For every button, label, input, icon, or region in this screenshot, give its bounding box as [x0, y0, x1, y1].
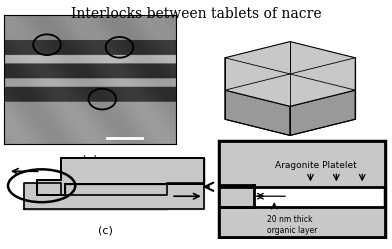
Polygon shape: [290, 90, 355, 135]
Bar: [219, 185, 254, 207]
Text: Aragonite Platelet: Aragonite Platelet: [275, 161, 356, 170]
Text: Interlocks between tablets of nacre: Interlocks between tablets of nacre: [71, 7, 321, 21]
Bar: [219, 141, 385, 187]
Polygon shape: [225, 42, 355, 106]
Bar: [219, 207, 385, 237]
Text: (c): (c): [98, 225, 113, 235]
Text: (a): (a): [82, 155, 98, 165]
Polygon shape: [225, 90, 290, 135]
Bar: [24, 183, 167, 209]
Bar: [36, 180, 65, 195]
Polygon shape: [36, 158, 204, 195]
Polygon shape: [36, 158, 204, 195]
Bar: [61, 158, 204, 184]
Polygon shape: [24, 183, 204, 209]
Text: 20 nm thick
organic layer: 20 nm thick organic layer: [267, 215, 318, 235]
Bar: [167, 185, 196, 201]
Bar: [61, 184, 167, 195]
Text: (b): (b): [282, 161, 298, 171]
